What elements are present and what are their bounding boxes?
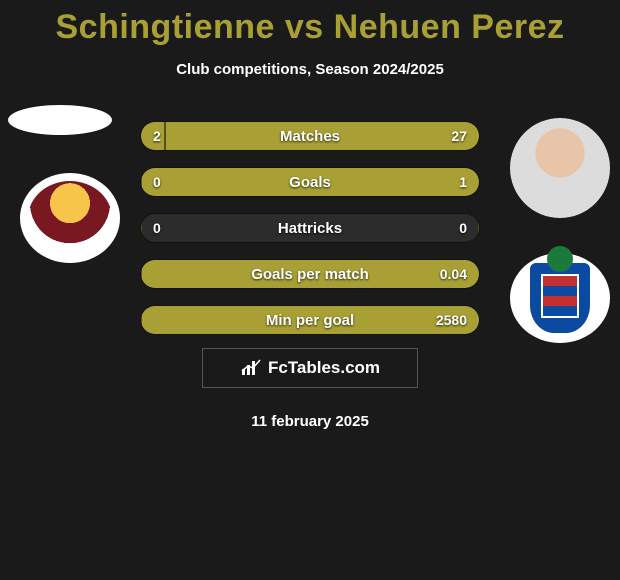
player-right-club-badge bbox=[510, 253, 610, 343]
stat-label: Goals bbox=[289, 174, 331, 191]
stat-label: Min per goal bbox=[266, 312, 354, 329]
stat-label: Hattricks bbox=[278, 220, 342, 237]
page-subtitle: Club competitions, Season 2024/2025 bbox=[0, 61, 620, 78]
stat-left-value: 0 bbox=[153, 174, 161, 190]
player-left-club-badge bbox=[20, 173, 120, 263]
stat-right-value: 27 bbox=[451, 128, 467, 144]
page-title: Schingtienne vs Nehuen Perez bbox=[0, 0, 620, 47]
stat-row-matches: 2 Matches 27 bbox=[140, 121, 480, 151]
stat-row-goals-per-match: Goals per match 0.04 bbox=[140, 259, 480, 289]
stat-row-goals: 0 Goals 1 bbox=[140, 167, 480, 197]
footer-brand-text: FcTables.com bbox=[268, 358, 380, 378]
stat-right-value: 1 bbox=[459, 174, 467, 190]
stat-left-value: 2 bbox=[153, 128, 161, 144]
player-left-photo bbox=[8, 105, 112, 135]
footer-date: 11 february 2025 bbox=[0, 413, 620, 430]
porto-crest-icon bbox=[530, 263, 590, 333]
stat-bar-left bbox=[141, 214, 142, 242]
stat-rows: 2 Matches 27 0 Goals 1 0 Hattricks 0 Goa… bbox=[140, 121, 480, 351]
stat-left-value: 0 bbox=[153, 220, 161, 236]
stat-label: Matches bbox=[280, 128, 340, 145]
stat-row-hattricks: 0 Hattricks 0 bbox=[140, 213, 480, 243]
barchart-icon bbox=[240, 359, 262, 377]
player-right-photo bbox=[510, 118, 610, 218]
stat-row-min-per-goal: Min per goal 2580 bbox=[140, 305, 480, 335]
footer-brand-box: FcTables.com bbox=[202, 348, 418, 388]
stat-right-value: 0 bbox=[459, 220, 467, 236]
stat-right-value: 0.04 bbox=[440, 266, 467, 282]
stat-label: Goals per match bbox=[251, 266, 369, 283]
stat-right-value: 2580 bbox=[436, 312, 467, 328]
stat-bar-right bbox=[478, 214, 479, 242]
